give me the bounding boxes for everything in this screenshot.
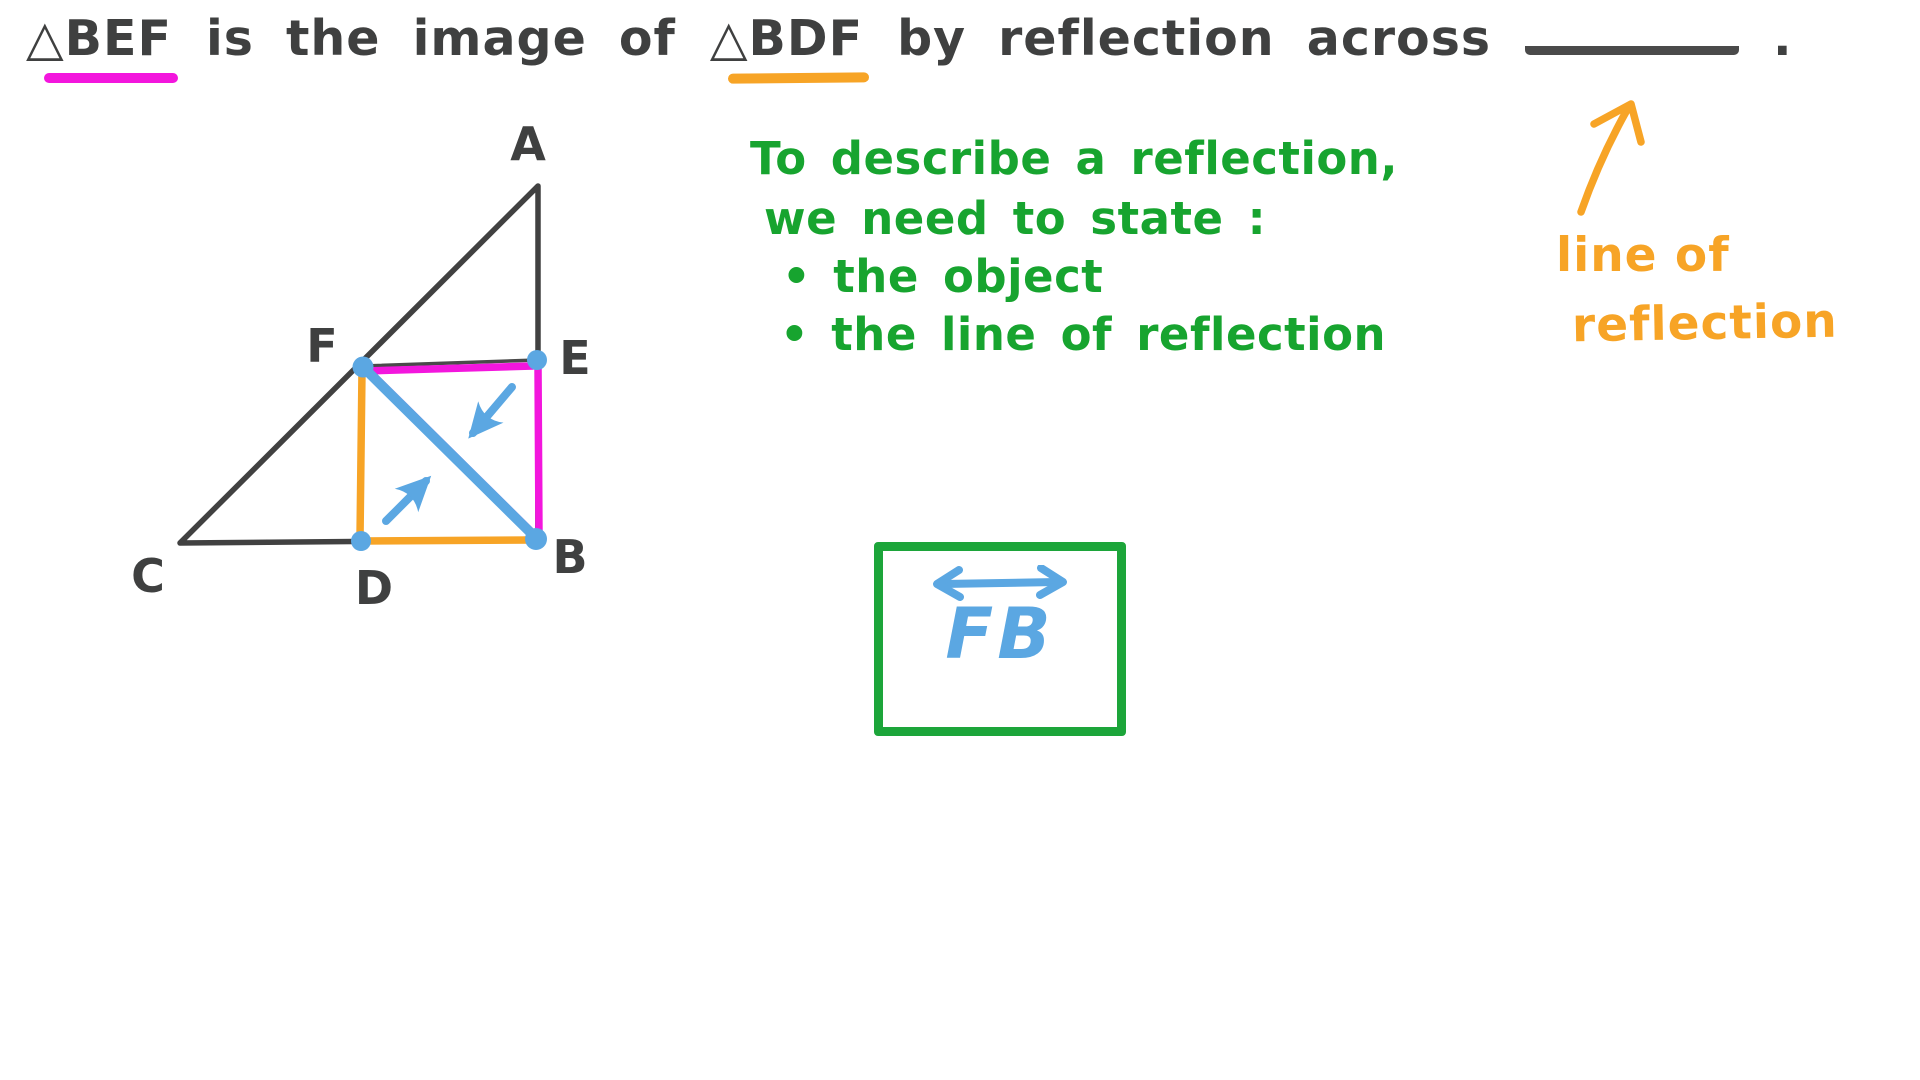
note-line-1-text: To describe a reflection, — [750, 132, 1398, 185]
blank-pointer-arrowhead-icon — [1590, 100, 1645, 146]
triangle-bef-token: △BEF — [26, 10, 178, 83]
vertex-dot-e — [527, 350, 547, 370]
vertex-dot-f — [352, 356, 374, 378]
answer-blank-line — [1525, 6, 1740, 55]
triangle-bdf-token: △BDF — [709, 10, 870, 84]
answer-value: FB — [945, 593, 1055, 675]
vertex-label-d: D — [355, 561, 393, 615]
double-headed-arrow-icon — [933, 565, 1067, 601]
vertex-label-c: C — [131, 549, 165, 603]
edge-fe-magenta — [362, 362, 537, 375]
vertex-dot-d — [351, 531, 371, 551]
blank-pointer-arrow-icon — [1577, 106, 1631, 216]
side-note-line-2-text: reflection — [1571, 293, 1839, 354]
title-period: . — [1773, 10, 1793, 67]
triangle-bef-text: △BEF — [26, 10, 172, 67]
vertex-label-e: E — [559, 331, 590, 385]
bullet-icon: • — [780, 308, 810, 361]
vertex-dot-b — [525, 528, 547, 550]
bullet-icon: • — [782, 250, 812, 303]
vertex-label-f: F — [306, 319, 337, 373]
title-tail-text: by reflection across — [897, 10, 1492, 67]
note-bullet-item-1: • the object — [782, 250, 1103, 303]
edge-fd-orange — [356, 367, 366, 542]
reflection-arrow-down-left-icon — [468, 383, 516, 439]
line-of-reflection-fb — [359, 363, 541, 543]
edge-db-orange — [358, 536, 537, 545]
reflection-arrow-up-right-icon — [382, 475, 432, 525]
note-item-1-text: the object — [833, 250, 1104, 303]
title-connector-text: is the image of — [205, 10, 676, 67]
magenta-underline — [43, 73, 178, 83]
vertex-label-a: A — [510, 117, 546, 171]
note-bullet-item-2: • the line of reflection — [780, 308, 1386, 361]
side-note-line-2: reflection — [1572, 294, 1839, 354]
note-line-2: we need to state : — [764, 192, 1266, 245]
side-note-line-1: line of — [1556, 228, 1730, 283]
note-line-1: To describe a reflection, — [750, 132, 1398, 185]
answer-box: FB — [874, 542, 1126, 736]
question-title: △BEF is the image of △BDF by reflection … — [26, 6, 1793, 84]
triangle-bdf-text: △BDF — [709, 10, 864, 67]
note-line-2-text: we need to state : — [764, 192, 1267, 245]
side-note-line-1-text: line of — [1556, 228, 1730, 283]
note-item-2-text: the line of reflection — [831, 308, 1387, 361]
edge-eb-magenta — [534, 360, 543, 540]
vertex-label-b: B — [552, 530, 587, 584]
